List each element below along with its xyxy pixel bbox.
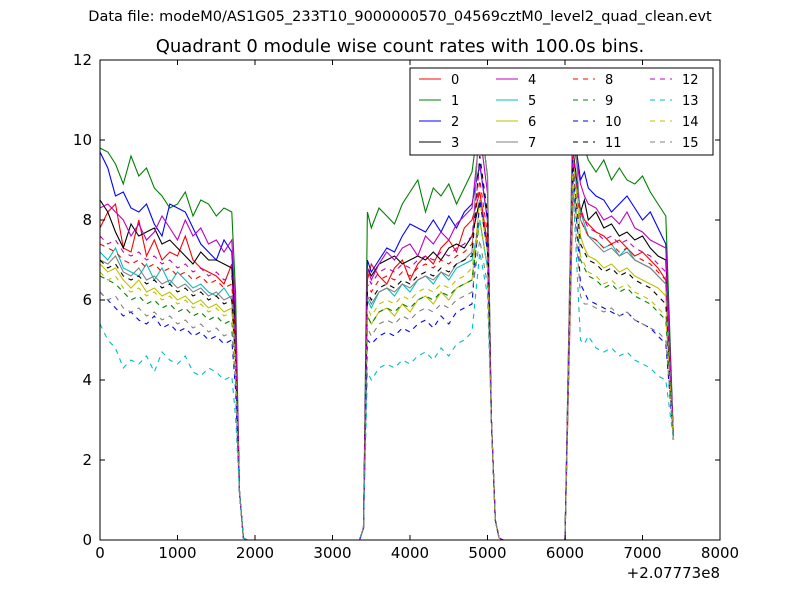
legend-label-12: 12: [682, 73, 699, 88]
series-line-1: [99, 111, 675, 541]
legend-label-6: 6: [528, 115, 536, 130]
legend-label-11: 11: [605, 136, 622, 151]
series-line-14: [99, 171, 675, 541]
suptitle: Data file: modeM0/AS1G05_233T10_90000005…: [88, 9, 712, 25]
y-tick-label: 2: [82, 451, 92, 469]
series-lines: [99, 103, 675, 541]
x-tick-label: 2000: [236, 544, 274, 562]
series-line-0: [99, 191, 675, 541]
legend-label-8: 8: [605, 73, 613, 88]
x-tick-label: 6000: [546, 544, 584, 562]
chart-title: Quadrant 0 module wise count rates with …: [155, 36, 645, 57]
series-line-7: [99, 103, 675, 541]
series-line-2: [99, 123, 675, 541]
legend-label-2: 2: [451, 115, 459, 130]
legend-box: [409, 67, 714, 156]
series-line-15: [99, 187, 675, 541]
y-tick-label: 6: [82, 291, 92, 309]
x-tick-label: 4000: [391, 544, 429, 562]
series-line-10: [99, 159, 675, 541]
legend-label-13: 13: [682, 94, 699, 109]
legend-label-3: 3: [451, 136, 459, 151]
x-tick-label: 1000: [158, 544, 196, 562]
x-tick-label: 8000: [701, 544, 739, 562]
legend-label-4: 4: [528, 73, 536, 88]
y-tick-label: 10: [73, 131, 92, 149]
series-line-3: [99, 147, 675, 541]
series-line-12: [99, 155, 675, 541]
x-tick-label: 7000: [623, 544, 661, 562]
axis-ticks: 0 1000 2000 3000 4000 5000 6000 7000 80000246810…: [73, 51, 739, 562]
legend-label-10: 10: [605, 115, 622, 130]
legend-label-5: 5: [528, 94, 536, 109]
series-line-6: [99, 151, 675, 541]
legend-label-15: 15: [682, 136, 699, 151]
x-tick-label: 5000: [468, 544, 506, 562]
series-line-8: [99, 147, 675, 541]
legend-label-7: 7: [528, 136, 536, 151]
legend-label-0: 0: [451, 73, 459, 88]
y-tick-label: 12: [73, 51, 92, 69]
y-tick-label: 8: [82, 211, 92, 229]
legend-label-1: 1: [451, 94, 459, 109]
y-tick-label: 4: [82, 371, 92, 389]
legend-label-14: 14: [682, 115, 699, 130]
y-tick-label: 0: [82, 531, 92, 549]
x-offset-label: +2.07773e8: [627, 564, 720, 582]
legend-label-9: 9: [605, 94, 613, 109]
x-tick-label: 0: [95, 544, 105, 562]
x-tick-label: 3000: [313, 544, 351, 562]
